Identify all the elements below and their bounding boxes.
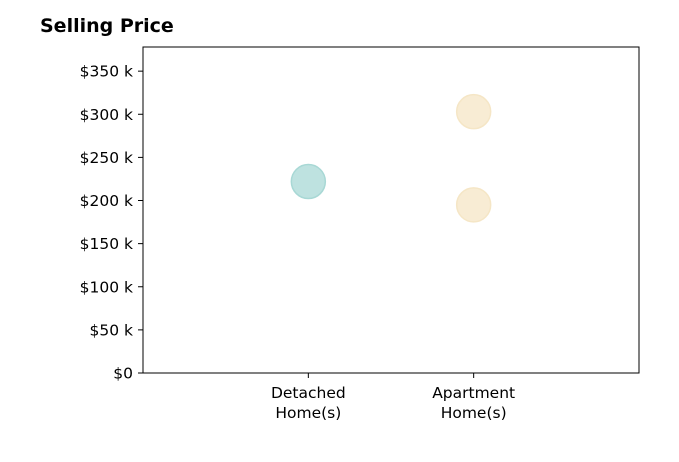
x-tick-label: Home(s) (441, 404, 507, 422)
plot-frame (142, 46, 640, 374)
x-tick-label: Home(s) (275, 404, 341, 422)
y-tick-label: $300 k (80, 106, 133, 124)
x-tick-label: Detached (271, 384, 346, 402)
y-tick-label: $250 k (80, 149, 133, 167)
y-tick-label: $0 (113, 365, 133, 383)
data-point (455, 187, 492, 223)
data-point (455, 93, 492, 130)
y-tick-label: $50 k (90, 321, 134, 339)
y-tick-label: $150 k (80, 235, 133, 253)
data-point (290, 163, 327, 200)
y-tick-label: $200 k (80, 192, 133, 210)
y-tick-label: $100 k (80, 278, 133, 296)
x-tick-label: Apartment (432, 384, 515, 402)
chart-title: Selling Price (40, 15, 174, 37)
y-tick-label: $350 k (80, 63, 133, 81)
